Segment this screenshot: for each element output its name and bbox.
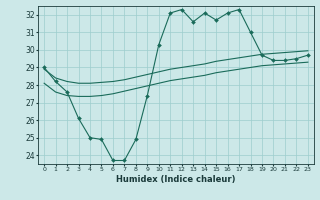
X-axis label: Humidex (Indice chaleur): Humidex (Indice chaleur): [116, 175, 236, 184]
